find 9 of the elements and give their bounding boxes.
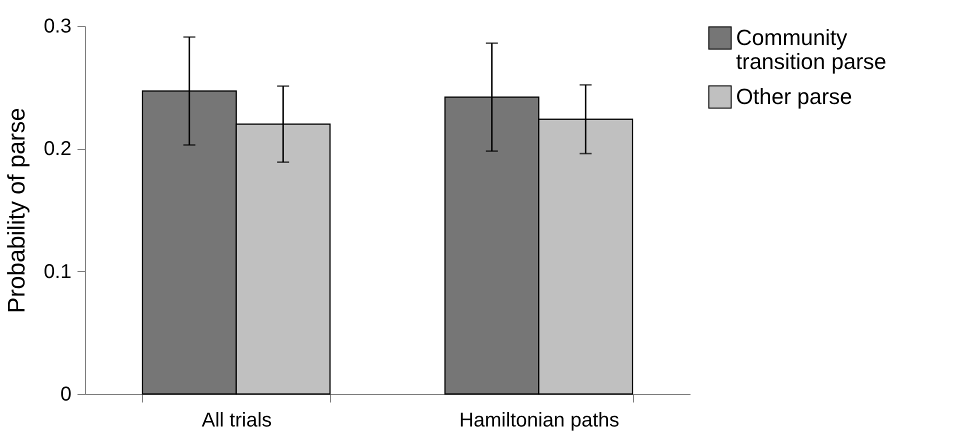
y-tick-label: 0.2 [44,138,72,160]
x-tick-label: Hamiltonian paths [459,410,620,432]
legend-label: Community transition parse [736,25,886,74]
x-tick-label: All trials [202,410,272,432]
y-tick-label: 0.3 [44,16,72,38]
y-axis-title: Probability of parse [4,108,31,314]
y-tick-label: 0.1 [44,260,72,283]
y-tick-label: 0 [60,384,72,406]
legend-label: Other parse [736,84,852,109]
